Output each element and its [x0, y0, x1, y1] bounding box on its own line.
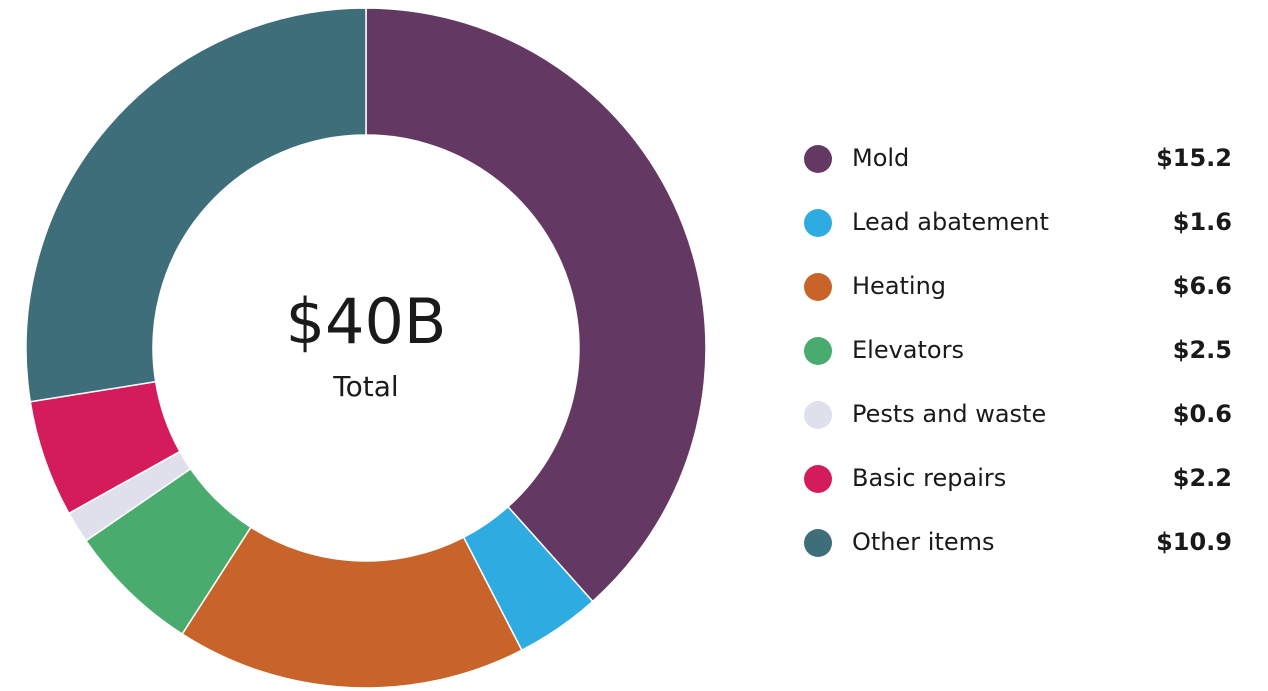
- donut: [25, 7, 707, 689]
- legend-value: $6.6: [1173, 272, 1232, 300]
- legend-label: Pests and waste: [852, 400, 1046, 428]
- legend-label: Other items: [852, 528, 995, 556]
- slice: [25, 7, 367, 403]
- center-label: $40B: [286, 285, 447, 358]
- slice: [365, 7, 707, 603]
- legend-value: $1.6: [1173, 208, 1232, 236]
- legend-swatch: [804, 273, 832, 301]
- legend-label: Lead abatement: [852, 208, 1049, 236]
- legend-value: $10.9: [1156, 528, 1232, 556]
- legend-swatch: [804, 209, 832, 237]
- legend-label: Basic repairs: [852, 464, 1006, 492]
- legend-swatch: [804, 401, 832, 429]
- legend-swatch: [804, 529, 832, 557]
- legend-value: $2.2: [1173, 464, 1232, 492]
- legend-value: $15.2: [1156, 144, 1232, 172]
- legend-swatch: [804, 145, 832, 173]
- legend-label: Elevators: [852, 336, 964, 364]
- legend-label: Mold: [852, 144, 909, 172]
- legend-swatch: [804, 337, 832, 365]
- legend-swatch: [804, 465, 832, 493]
- legend-value: $0.6: [1173, 400, 1232, 428]
- slice: [181, 526, 523, 689]
- legend-value: $2.5: [1173, 336, 1232, 364]
- center-sublabel: Total: [332, 370, 398, 403]
- legend-label: Heating: [852, 272, 946, 300]
